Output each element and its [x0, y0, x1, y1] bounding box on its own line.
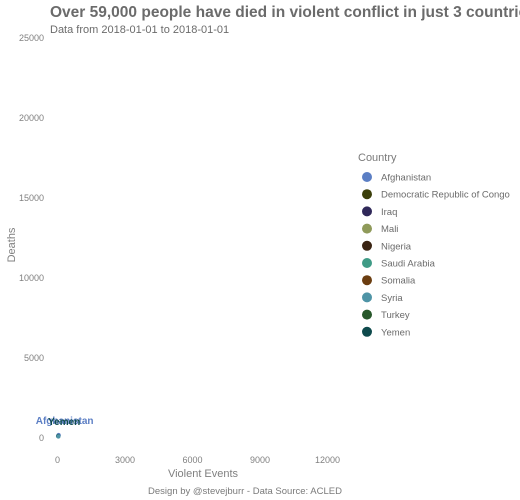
- legend-label: Yemen: [381, 327, 410, 338]
- legend-swatch: [362, 258, 372, 268]
- y-axis-ticks: 0 5000 10000 15000 20000 25000: [19, 33, 44, 443]
- data-points: [56, 433, 61, 439]
- legend-label: Democratic Republic of Congo: [381, 190, 510, 201]
- data-point: [56, 434, 60, 438]
- y-tick-label: 10000: [19, 273, 44, 283]
- chart-title: Over 59,000 people have died in violent …: [50, 4, 520, 21]
- x-tick-label: 12000: [315, 455, 340, 465]
- legend-swatch: [362, 206, 372, 216]
- legend-swatch: [362, 275, 372, 285]
- legend-swatch: [362, 292, 372, 302]
- legend-swatch: [362, 224, 372, 234]
- y-tick-label: 20000: [19, 113, 44, 123]
- chart-caption: Design by @stevejburr - Data Source: ACL…: [148, 486, 342, 497]
- y-tick-label: 0: [39, 433, 44, 443]
- legend-swatch: [362, 327, 372, 337]
- legend-label: Mali: [381, 224, 398, 235]
- legend-label: Turkey: [381, 310, 410, 321]
- x-axis-ticks: 0 3000 6000 9000 12000: [55, 455, 340, 465]
- x-tick-label: 0: [55, 455, 60, 465]
- legend-label: Saudi Arabia: [381, 259, 436, 270]
- legend-label: Somalia: [381, 276, 416, 287]
- legend-swatch: [362, 172, 372, 182]
- x-tick-label: 3000: [115, 455, 135, 465]
- y-axis-label: Deaths: [6, 227, 18, 262]
- x-axis-label: Violent Events: [168, 468, 239, 480]
- legend-swatch: [362, 241, 372, 251]
- y-tick-label: 5000: [24, 353, 44, 363]
- legend-swatch: [362, 310, 372, 320]
- legend-swatch: [362, 189, 372, 199]
- x-tick-label: 6000: [182, 455, 202, 465]
- y-tick-label: 25000: [19, 33, 44, 43]
- legend-label: Iraq: [381, 207, 397, 218]
- legend: Afghanistan Democratic Republic of Congo I…: [362, 172, 510, 338]
- x-tick-label: 9000: [250, 455, 270, 465]
- point-label: Yemen: [48, 417, 80, 428]
- legend-label: Nigeria: [381, 241, 412, 252]
- y-tick-label: 15000: [19, 193, 44, 203]
- chart-subtitle: Data from 2018-01-01 to 2018-01-01: [50, 24, 229, 36]
- legend-label: Syria: [381, 293, 403, 304]
- legend-label: Afghanistan: [381, 173, 431, 184]
- legend-title: Country: [358, 152, 397, 164]
